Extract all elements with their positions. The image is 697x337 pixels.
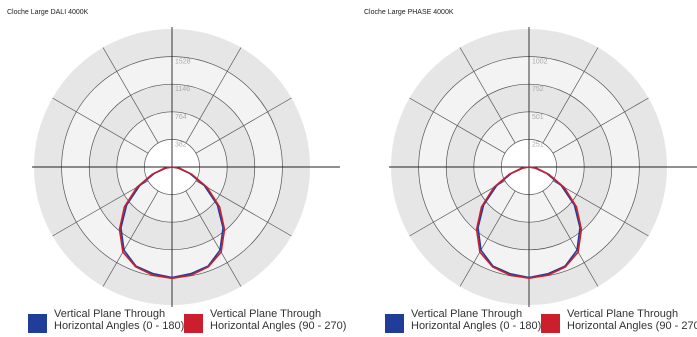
radial-tick-label: 1146 (175, 86, 190, 93)
legend-swatch-red (541, 314, 560, 333)
grid-spoke (195, 180, 292, 237)
radial-tick-label: 764 (175, 114, 187, 121)
grid-spoke (409, 97, 506, 154)
legend-label: Vertical Plane Through Horizontal Angles … (54, 308, 185, 332)
radial-tick-label: 501 (532, 114, 544, 121)
series-line-90-270 (475, 166, 583, 279)
legend-label: Vertical Plane Through Horizontal Angles … (411, 308, 542, 332)
grid-spoke (542, 47, 599, 144)
grid-spoke (459, 190, 516, 287)
grid-spoke (185, 47, 242, 144)
radial-tick-label: 251 (532, 141, 544, 148)
grid-spoke (102, 47, 159, 144)
chart-title: Cloche Large DALI 4000K (7, 9, 89, 16)
chart-title: Cloche Large PHASE 4000K (364, 9, 454, 16)
legend-swatch-blue (28, 314, 47, 333)
radial-tick-label: 382 (175, 141, 187, 148)
grid-spoke (542, 190, 599, 287)
radial-tick-label: 752 (532, 86, 544, 93)
legend-swatch-blue (385, 314, 404, 333)
series-line-90-270 (118, 166, 226, 280)
grid-spoke (52, 180, 149, 237)
grid-spoke (185, 190, 242, 287)
grid-spoke (102, 190, 159, 287)
radial-tick-label: 1528 (175, 59, 191, 66)
chart-panel-phase: Cloche Large PHASE 4000K 251 501 752 1002 V… (357, 0, 697, 336)
polar-chart: 251 501 752 1002 (389, 27, 697, 307)
grid-spoke (195, 97, 292, 154)
legend-label: Vertical Plane Through Horizontal Angles … (210, 308, 347, 332)
grid-spoke (459, 47, 516, 144)
chart-panel-dali: Cloche Large DALI 4000K 382 764 1146 1528 V… (0, 0, 346, 336)
grid-spoke (409, 180, 506, 237)
legend-swatch-red (184, 314, 203, 333)
radial-tick-label: 1002 (532, 59, 548, 66)
grid-spoke (552, 180, 649, 237)
legend-label: Vertical Plane Through Horizontal Angles … (567, 308, 697, 332)
polar-chart: 382 764 1146 1528 (32, 27, 340, 307)
grid-spoke (552, 97, 649, 154)
grid-spoke (52, 97, 149, 154)
